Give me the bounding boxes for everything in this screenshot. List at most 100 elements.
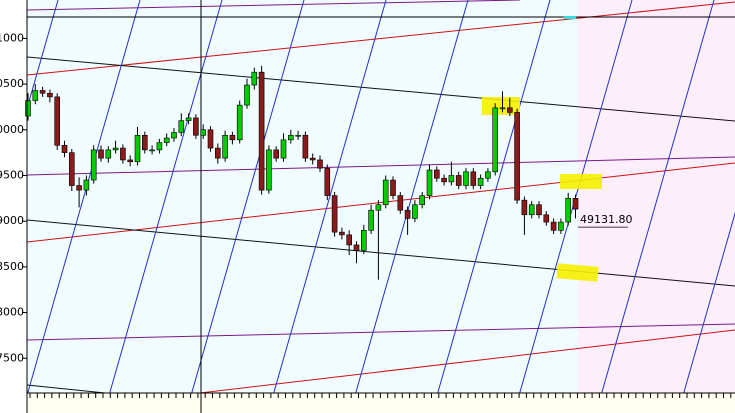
candle-body bbox=[485, 171, 491, 179]
fan-line bbox=[191, 0, 305, 393]
x-axis-ticks bbox=[29, 393, 732, 398]
trend-line bbox=[27, 56, 735, 122]
candle-body bbox=[229, 134, 236, 141]
candle-body bbox=[346, 234, 353, 246]
candle-body bbox=[339, 231, 345, 236]
candle-body bbox=[142, 134, 148, 151]
candle-body bbox=[558, 221, 564, 231]
trend-line bbox=[199, 329, 735, 393]
candle-body bbox=[222, 134, 228, 159]
candle-body bbox=[98, 149, 104, 159]
candle-body bbox=[251, 71, 258, 86]
trend-line bbox=[27, 384, 110, 393]
fan-line bbox=[273, 0, 387, 393]
candle-body bbox=[550, 221, 557, 231]
candle-body bbox=[90, 149, 97, 181]
trend-line bbox=[27, 162, 735, 243]
y-tick-label: 49000 bbox=[0, 214, 24, 227]
candle-body bbox=[375, 204, 382, 211]
candle-body bbox=[477, 177, 484, 186]
candle-body bbox=[455, 175, 462, 186]
marker bbox=[564, 16, 576, 19]
candle-body bbox=[521, 199, 528, 216]
trend-line bbox=[27, 0, 521, 11]
last-price-label: 49131.80 bbox=[580, 213, 633, 226]
fan-line bbox=[683, 211, 735, 393]
candle-body bbox=[120, 147, 126, 161]
candle-body bbox=[324, 167, 331, 196]
candle-body bbox=[215, 147, 221, 159]
candle-body bbox=[390, 179, 396, 196]
highlight bbox=[560, 174, 602, 189]
candle-body bbox=[54, 96, 61, 146]
candle-body bbox=[419, 195, 426, 206]
candle-body bbox=[572, 198, 579, 210]
candle-body bbox=[536, 204, 542, 216]
candle-body bbox=[266, 149, 272, 191]
candle-body bbox=[47, 92, 53, 98]
future-area bbox=[578, 0, 735, 393]
candle-body bbox=[156, 142, 163, 151]
candle-body bbox=[470, 171, 477, 186]
candle-body bbox=[448, 175, 455, 183]
candle-body bbox=[368, 209, 374, 231]
candle-body bbox=[565, 198, 572, 223]
candle-body bbox=[178, 120, 185, 133]
candle-body bbox=[76, 185, 82, 191]
candle-body bbox=[309, 157, 316, 161]
candle-body bbox=[83, 179, 90, 191]
candle-body bbox=[295, 134, 301, 137]
candle-body bbox=[163, 137, 170, 143]
y-tick-label: 51000 bbox=[0, 31, 24, 44]
candle-body bbox=[302, 134, 309, 159]
fan-line bbox=[27, 0, 59, 111]
candle-body bbox=[280, 139, 287, 159]
y-tick-label: 48500 bbox=[0, 260, 24, 273]
candle-body bbox=[32, 90, 39, 101]
candle-body bbox=[105, 149, 112, 159]
y-tick-label: 49500 bbox=[0, 168, 24, 181]
x-axis-band bbox=[27, 393, 735, 413]
candle-body bbox=[412, 204, 418, 219]
candle-body bbox=[273, 149, 280, 159]
candle-body bbox=[149, 149, 155, 152]
fan-line bbox=[355, 0, 469, 393]
y-tick-label: 47500 bbox=[0, 351, 24, 364]
highlight bbox=[556, 263, 599, 282]
candle-body bbox=[171, 132, 177, 139]
candle-body bbox=[61, 145, 68, 153]
candle-body bbox=[397, 195, 404, 211]
candle-body bbox=[287, 134, 294, 141]
candle-body bbox=[441, 177, 447, 183]
candle-body bbox=[200, 129, 206, 136]
candle-body bbox=[331, 195, 338, 233]
candles: 49131.80 bbox=[25, 65, 633, 280]
candle-body bbox=[236, 104, 243, 141]
candle-body bbox=[360, 230, 367, 251]
candle-body bbox=[506, 107, 513, 113]
trend-line bbox=[27, 323, 735, 341]
candle-body bbox=[244, 84, 250, 106]
candle-body bbox=[426, 169, 433, 196]
candle-body bbox=[492, 107, 499, 173]
fan-line bbox=[27, 0, 141, 393]
fan-line bbox=[109, 0, 223, 393]
candle-body bbox=[207, 129, 214, 149]
fan-line bbox=[437, 0, 551, 393]
y-tick-label: 48000 bbox=[0, 306, 24, 319]
candle-body bbox=[543, 214, 550, 223]
candle-body bbox=[382, 179, 389, 206]
candle-body bbox=[317, 159, 323, 169]
y-tick-label: 50500 bbox=[0, 77, 24, 90]
candle-body bbox=[134, 134, 141, 163]
trend-line bbox=[27, 219, 735, 287]
candle-body bbox=[25, 100, 31, 117]
candle-body bbox=[185, 117, 192, 121]
fan-line bbox=[601, 0, 715, 393]
candle-body bbox=[353, 244, 360, 251]
candle-body bbox=[127, 159, 133, 163]
candle-body bbox=[69, 152, 75, 186]
